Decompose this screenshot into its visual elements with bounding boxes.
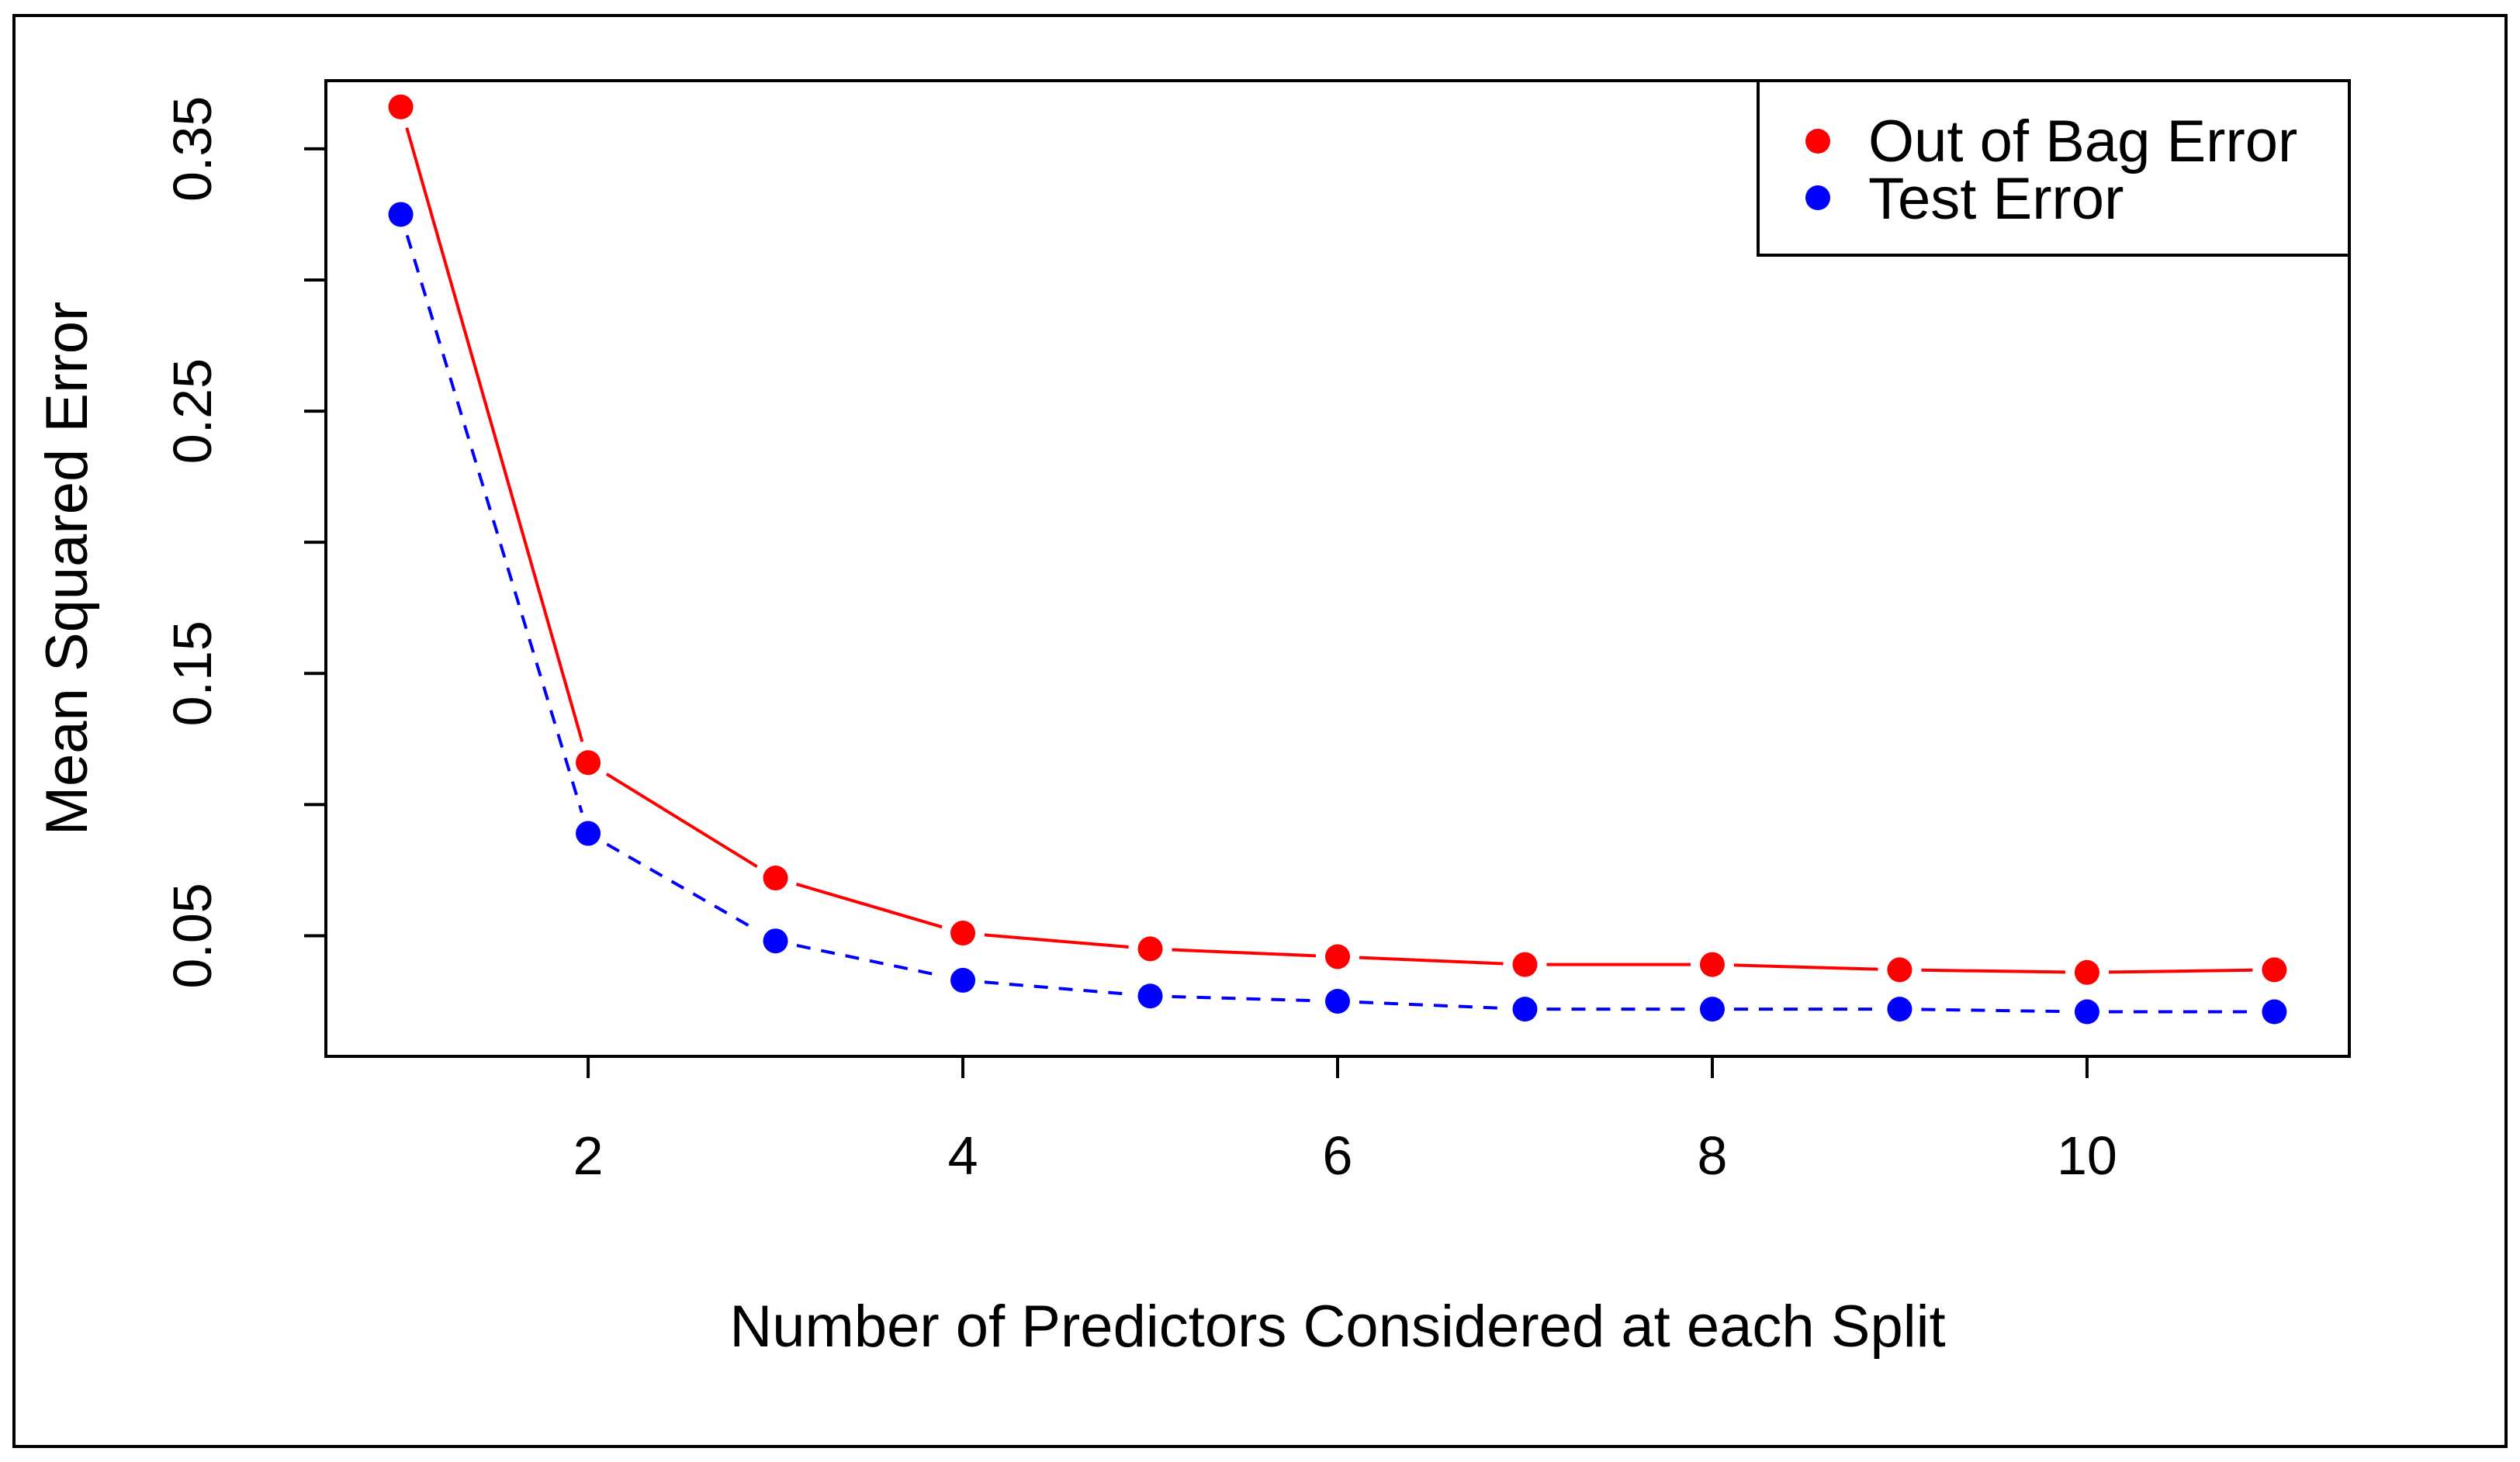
legend-marker-oob bbox=[1805, 129, 1830, 154]
data-point bbox=[1887, 957, 1912, 983]
x-axis: 2 4 6 8 10 bbox=[573, 1056, 2117, 1186]
y-tick-label: 0.35 bbox=[162, 96, 223, 202]
x-tick-label: 4 bbox=[948, 1125, 978, 1186]
series-line-segment bbox=[405, 127, 584, 742]
data-point bbox=[763, 928, 788, 954]
y-axis: 0.05 0.15 0.25 0.35 bbox=[162, 96, 326, 989]
data-point bbox=[1137, 936, 1163, 962]
x-tick-label: 10 bbox=[2057, 1125, 2117, 1186]
series-out-of-bag-error bbox=[388, 94, 2287, 985]
x-tick-label: 6 bbox=[1323, 1125, 1353, 1186]
data-point bbox=[1512, 997, 1538, 1022]
legend-label-oob: Out of Bag Error bbox=[1868, 109, 2297, 175]
data-point bbox=[576, 750, 601, 776]
legend-box bbox=[1757, 79, 2351, 257]
data-point bbox=[950, 921, 976, 946]
series-test-error bbox=[388, 202, 2287, 1025]
legend: Out of Bag Error Test Error bbox=[1757, 79, 2351, 257]
series-line-segment bbox=[1172, 948, 1317, 958]
data-point bbox=[2262, 999, 2287, 1025]
data-point bbox=[1325, 988, 1350, 1014]
legend-label-test: Test Error bbox=[1868, 166, 2124, 232]
data-point bbox=[1699, 952, 1725, 977]
x-axis-title: Number of Predictors Considered at each … bbox=[729, 1294, 1945, 1360]
y-tick-label: 0.25 bbox=[162, 358, 223, 464]
series-line-segment bbox=[605, 772, 758, 869]
x-tick-label: 2 bbox=[573, 1125, 604, 1186]
data-point bbox=[2262, 957, 2287, 983]
legend-marker-test bbox=[1805, 185, 1830, 210]
data-point bbox=[388, 94, 414, 119]
x-tick-label: 8 bbox=[1697, 1125, 1727, 1186]
data-point bbox=[2074, 999, 2099, 1025]
series-line-segment bbox=[405, 234, 583, 814]
y-axis-title: Mean Squared Error bbox=[34, 302, 100, 836]
data-point bbox=[2074, 959, 2099, 985]
data-point bbox=[763, 866, 788, 891]
series-line-segment bbox=[795, 883, 943, 929]
series-line-segment bbox=[1733, 963, 1878, 971]
y-tick-label: 0.15 bbox=[162, 620, 223, 726]
y-tick-label: 0.05 bbox=[162, 883, 223, 988]
series-line-segment bbox=[984, 933, 1129, 949]
data-point bbox=[388, 202, 414, 227]
series-line-segment bbox=[2108, 968, 2253, 974]
series-line-segment bbox=[606, 842, 758, 931]
data-point bbox=[950, 967, 976, 993]
data-point bbox=[1137, 983, 1163, 1009]
data-point bbox=[1887, 997, 1912, 1022]
series-line-segment bbox=[1921, 968, 2065, 974]
series-line-segment bbox=[1359, 956, 1504, 966]
series-layer bbox=[388, 94, 2287, 1025]
data-point bbox=[1325, 944, 1350, 969]
data-point bbox=[576, 821, 601, 846]
data-point bbox=[1699, 997, 1725, 1022]
data-point bbox=[1512, 952, 1538, 977]
